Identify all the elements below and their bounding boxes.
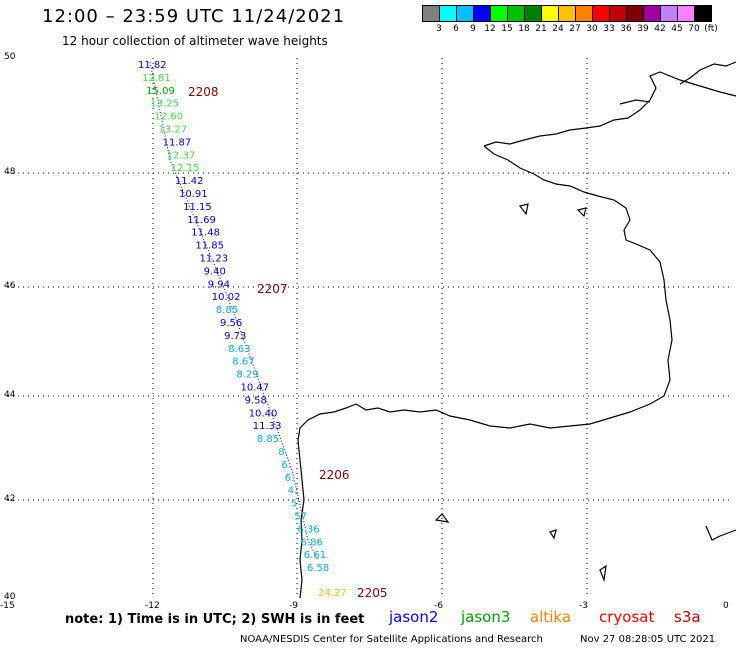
longitude-label: -3 — [579, 601, 588, 611]
wave-height-label: 8. — [278, 447, 288, 458]
timestamp: Nov 27 08:28:05 UTC 2021 — [580, 634, 716, 645]
wave-height-label: 6.86 — [301, 537, 323, 548]
latitude-label: 46 — [4, 281, 16, 291]
wave-height-label: 8.29 — [236, 370, 258, 381]
wave-height-label: 12.37 — [167, 150, 196, 161]
coastline-path — [297, 145, 673, 599]
wave-height-label: 24.27 — [318, 588, 347, 599]
footnote: note: 1) Time is in UTC; 2) SWH is in fe… — [65, 612, 365, 627]
coastline-path — [434, 203, 607, 583]
longitude-label: -12 — [145, 601, 160, 611]
coastline-path — [619, 61, 737, 105]
pass-label: 2205 — [357, 586, 388, 600]
wave-height-label: 8.67 — [232, 357, 254, 368]
legend-label: 45 — [671, 24, 683, 34]
wave-height-label: 6.36 — [297, 524, 319, 535]
wave-height-label: 10.47 — [241, 383, 270, 394]
wave-height-label: 10.40 — [249, 408, 278, 419]
coastline-path — [705, 525, 737, 541]
pass-label: 2206 — [319, 468, 350, 482]
wave-height-label: 11.23 — [200, 254, 229, 265]
latitude-label: 40 — [4, 592, 16, 602]
satellite-altika: altika — [530, 608, 572, 626]
latitude-label: 42 — [4, 494, 16, 504]
satellite-cryosat: cryosat — [599, 608, 655, 626]
wave-height-label: 11.85 — [195, 241, 224, 252]
satellite-jason2: jason2 — [389, 608, 439, 626]
wave-height-label: 4. — [288, 486, 298, 497]
wave-height-label: 8.63 — [228, 344, 250, 355]
wave-height-label: 6. — [285, 473, 295, 484]
legend-label: 18 — [518, 24, 530, 34]
pass-label: 2207 — [257, 282, 288, 296]
wave-height-label: 13.27 — [159, 125, 188, 136]
latitude-label: 44 — [4, 390, 16, 400]
wave-height-label: 5 — [291, 499, 297, 510]
coastline — [297, 61, 737, 599]
longitude-label: -6 — [434, 601, 443, 611]
legend-labels: 3 6 9 12 15 18 21 24 27 30 33 36 39 42 45 70 (ft) — [422, 22, 718, 36]
legend-label: 6 — [453, 24, 459, 34]
wave-height-label: 9.58 — [245, 395, 267, 406]
lat-lon-grid — [8, 58, 731, 598]
legend-label: 30 — [586, 24, 598, 34]
wave-height-label: 11.42 — [175, 176, 204, 187]
wave-height-label: 6. — [281, 460, 291, 471]
legend-label: 12 — [484, 24, 496, 34]
legend-label: 15 — [501, 24, 513, 34]
legend-label: 24 — [552, 24, 564, 34]
wave-height-label: 11.48 — [191, 228, 220, 239]
longitude-label: -9 — [289, 601, 298, 611]
legend-swatches — [422, 5, 712, 22]
wave-height-label: 9.56 — [220, 318, 242, 329]
wave-height-label: 12.60 — [154, 112, 183, 123]
legend-label: 33 — [603, 24, 615, 34]
longitude-label: -15 — [0, 601, 15, 611]
pass-label: 2208 — [188, 85, 219, 99]
wave-height-label: 8.85 — [216, 305, 238, 316]
wave-height-label: 13.25 — [150, 99, 179, 110]
legend-label: 21 — [535, 24, 547, 34]
wave-height-label: 9.94 — [208, 279, 230, 290]
wave-height-label: 12.15 — [171, 163, 200, 174]
latitude-label: 50 — [4, 52, 16, 62]
legend-label: 3 — [436, 24, 442, 34]
wave-height-label: 10.02 — [212, 292, 241, 303]
legend-swatch — [694, 5, 712, 22]
latitude-label: 48 — [4, 167, 16, 177]
wave-height-label: 11.87 — [163, 137, 192, 148]
longitude-label: 0 — [723, 601, 729, 611]
track-line — [149, 61, 319, 561]
color-legend: 3 6 9 12 15 18 21 24 27 30 33 36 39 42 45 70 (ft) — [422, 5, 718, 36]
wave-height-label: 6.61 — [304, 550, 326, 561]
wave-height-label: 8.85 — [257, 434, 279, 445]
wave-height-label: 10.91 — [179, 189, 208, 200]
wave-height-label: 15.09 — [146, 86, 175, 97]
legend-label: 9 — [470, 24, 476, 34]
legend-label: 36 — [620, 24, 632, 34]
legend-label: 39 — [637, 24, 649, 34]
wave-height-label: 12.81 — [142, 73, 171, 84]
legend-label: 70 — [688, 24, 700, 34]
map-subtitle: 12 hour collection of altimeter wave hei… — [62, 34, 328, 48]
wave-height-label: 11.82 — [138, 60, 167, 71]
wave-height-label: 9.73 — [224, 331, 246, 342]
legend-label: 42 — [654, 24, 666, 34]
satellite-s3a: s3a — [674, 608, 701, 626]
satellite-jason3: jason3 — [461, 608, 511, 626]
legend-label: 27 — [569, 24, 581, 34]
map-title: 12:00 – 23:59 UTC 11/24/2021 — [42, 6, 346, 27]
credit-line: NOAA/NESDIS Center for Satellite Applica… — [240, 634, 543, 645]
wave-height-label: 11.69 — [187, 215, 216, 226]
legend-label: (ft) — [704, 24, 718, 34]
wave-height-label: 11.15 — [183, 202, 212, 213]
wave-height-label: 57 — [294, 512, 307, 523]
wave-height-label: 11.33 — [253, 421, 282, 432]
coastline-path — [483, 71, 737, 147]
wave-height-label: 9.40 — [204, 266, 226, 277]
wave-height-label: 6.58 — [307, 563, 329, 574]
